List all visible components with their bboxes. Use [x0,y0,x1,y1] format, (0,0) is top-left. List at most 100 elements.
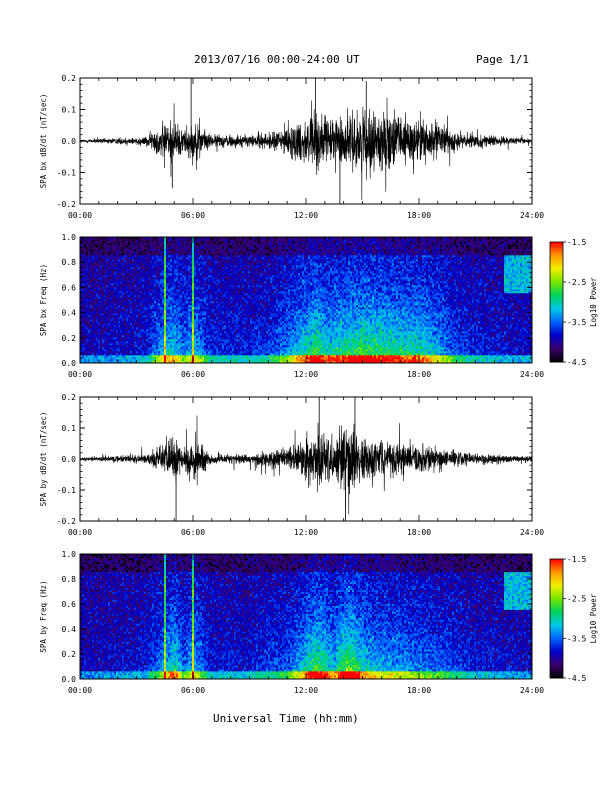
heatmap-cell [158,295,160,297]
heatmap-cell [86,253,88,255]
heatmap-cell [184,331,186,333]
heatmap-cell [94,357,96,359]
heatmap-cell [144,353,146,355]
heatmap-cell [126,291,128,293]
heatmap-cell [136,293,138,295]
heatmap-cell [102,351,104,353]
heatmap-cell [120,349,122,351]
heatmap-cell [206,297,208,299]
heatmap-cell [200,327,202,329]
heatmap-cell [90,285,92,287]
heatmap-cell [106,253,108,255]
heatmap-cell [228,347,230,349]
heatmap-cell [112,333,114,335]
heatmap-cell [182,355,184,357]
heatmap-cell [184,265,186,267]
heatmap-cell [144,277,146,279]
heatmap-cell [210,341,212,343]
heatmap-cell [174,347,176,349]
heatmap-cell [154,323,156,325]
heatmap-cell [156,345,158,347]
heatmap-cell [142,283,144,285]
heatmap-cell [140,359,142,361]
heatmap-cell [118,339,120,341]
heatmap-cell [226,281,228,283]
heatmap-cell [144,251,146,253]
heatmap-cell [212,263,214,265]
heatmap-cell [98,279,100,281]
heatmap-cell [110,297,112,299]
heatmap-cell [108,353,110,355]
heatmap-cell [212,341,214,343]
heatmap-cell [96,321,98,323]
heatmap-cell [166,273,168,275]
heatmap-cell [214,325,216,327]
heatmap-cell [110,317,112,319]
heatmap-cell [82,329,84,331]
heatmap-cell [146,297,148,299]
heatmap-cell [204,301,206,303]
heatmap-cell [106,251,108,253]
heatmap-cell [158,355,160,357]
heatmap-cell [140,325,142,327]
heatmap-cell [162,299,164,301]
heatmap-cell [186,241,188,243]
heatmap-cell [204,277,206,279]
heatmap-cell [180,359,182,361]
heatmap-cell [172,281,174,283]
heatmap-cell [102,303,104,305]
heatmap-cell [152,253,154,255]
heatmap-cell [152,317,154,319]
heatmap-cell [86,241,88,243]
heatmap-cell [116,301,118,303]
heatmap-cell [98,351,100,353]
heatmap-cell [112,271,114,273]
heatmap-cell [126,279,128,281]
heatmap-cell [188,295,190,297]
heatmap-cell [100,295,102,297]
heatmap-cell [202,253,204,255]
heatmap-cell [226,289,228,291]
heatmap-cell [148,249,150,251]
heatmap-cell [222,239,224,241]
heatmap-cell [178,291,180,293]
heatmap-cell [174,337,176,339]
heatmap-cell [216,299,218,301]
heatmap-cell [200,319,202,321]
heatmap-cell [212,309,214,311]
heatmap-cell [146,341,148,343]
heatmap-cell [196,331,198,333]
heatmap-cell [90,243,92,245]
heatmap-cell [180,335,182,337]
heatmap-cell [130,321,132,323]
heatmap-cell [170,345,172,347]
heatmap-cell [96,303,98,305]
heatmap-cell [210,293,212,295]
heatmap-cell [212,249,214,251]
heatmap-cell [150,253,152,255]
heatmap-cell [102,327,104,329]
heatmap-cell [206,359,208,361]
heatmap-cell [86,311,88,313]
heatmap-cell [202,321,204,323]
heatmap-cell [132,263,134,265]
heatmap-cell [198,327,200,329]
heatmap-cell [196,247,198,249]
heatmap-cell [166,337,168,339]
heatmap-cell [132,247,134,249]
heatmap-cell [126,251,128,253]
heatmap-cell [130,341,132,343]
heatmap-cell [220,267,222,269]
heatmap-cell [128,249,130,251]
heatmap-cell [230,249,232,251]
heatmap-cell [108,283,110,285]
heatmap-cell [166,349,168,351]
heatmap-cell [84,307,86,309]
heatmap-cell [132,359,134,361]
heatmap-cell [190,311,192,313]
heatmap-cell [130,269,132,271]
heatmap-cell [108,295,110,297]
heatmap-cell [82,305,84,307]
heatmap-cell [136,331,138,333]
heatmap-cell [178,335,180,337]
